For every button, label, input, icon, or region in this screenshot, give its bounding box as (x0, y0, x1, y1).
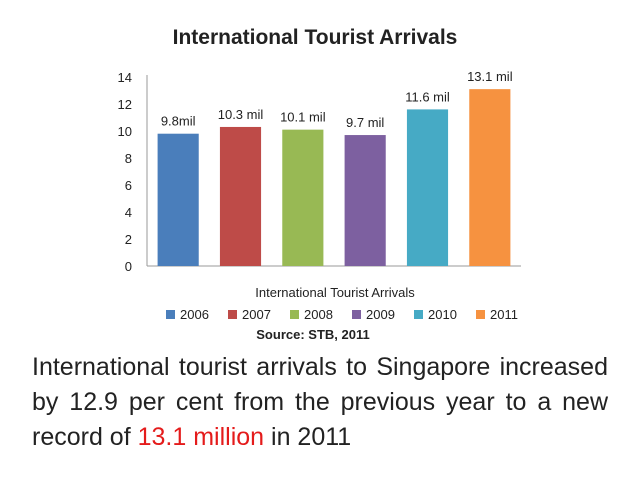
data-label-2009: 9.7 mil (346, 115, 384, 130)
bar-2006 (157, 133, 199, 266)
bar-2011 (469, 89, 511, 267)
bar-2007 (219, 126, 262, 266)
caption-text-end: in 2011 (264, 423, 352, 451)
y-tick-label: 4 (125, 205, 132, 220)
y-tick-label: 0 (125, 259, 132, 274)
data-label-2006: 9.8mil (161, 114, 196, 129)
data-label-2008: 10.1 mil (280, 110, 326, 125)
legend-label-2010: 2010 (428, 307, 457, 322)
bar-2009 (344, 135, 386, 266)
caption: International tourist arrivals to Singap… (32, 350, 608, 455)
y-tick-label: 2 (125, 232, 132, 247)
data-label-2007: 10.3 mil (218, 107, 264, 122)
legend-label-2006: 2006 (180, 307, 209, 322)
bar-2010 (406, 109, 449, 267)
legend-swatch-2007 (228, 310, 237, 319)
legend-swatch-2008 (290, 310, 299, 319)
legend-swatch-2011 (476, 310, 485, 319)
x-axis-label: International Tourist Arrivals (255, 285, 415, 300)
y-tick-label: 12 (118, 97, 132, 112)
legend: 2006 2007 2008 2009 2010 2011 (166, 307, 518, 322)
legend-label-2007: 2007 (242, 307, 271, 322)
bar-2008 (282, 129, 324, 266)
data-label-2011: 13.1 mil (467, 69, 513, 84)
chart-source: Source: STB, 2011 (256, 327, 369, 342)
legend-swatch-2009 (352, 310, 361, 319)
y-tick-label: 8 (125, 151, 132, 166)
caption-text: International tourist arrivals to Singap… (32, 353, 608, 451)
chart-title: International Tourist Arrivals (173, 26, 458, 49)
legend-swatch-2006 (166, 310, 175, 319)
y-tick-label: 10 (118, 124, 132, 139)
y-tick-label: 6 (125, 178, 132, 193)
chart: International Tourist Arrivals 0 2 4 6 8 10 12… (118, 26, 521, 342)
caption-highlight: 13.1 million (137, 423, 265, 451)
plot-area: 0 2 4 6 8 10 12 14 9.8mil 10.3 mil 10.1 mil 9.7 mil… (118, 69, 521, 274)
legend-label-2009: 2009 (366, 307, 395, 322)
data-label-2010: 11.6 mil (405, 89, 450, 104)
legend-swatch-2010 (414, 310, 423, 319)
legend-label-2011: 2011 (490, 307, 518, 322)
legend-label-2008: 2008 (304, 307, 333, 322)
y-tick-label: 14 (118, 70, 132, 85)
